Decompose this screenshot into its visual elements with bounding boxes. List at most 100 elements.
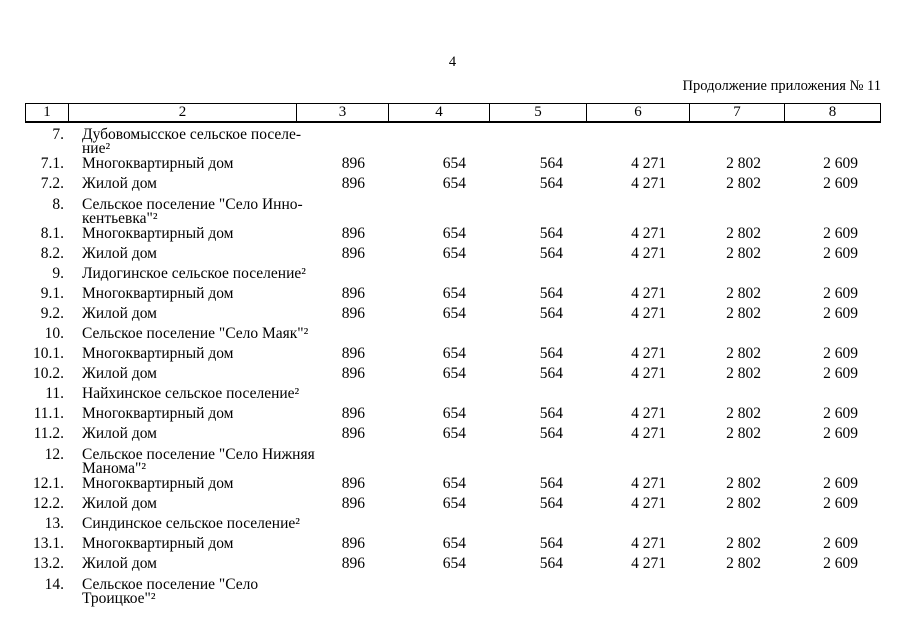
table-row: 7.1. Многоквартирный дом 896 654 564 4 2… [25, 154, 881, 174]
row-value-col8 [785, 124, 882, 154]
row-value-col3 [297, 384, 389, 404]
row-value-col6: 4 271 [631, 365, 666, 382]
row-value-col3: 896 [341, 285, 365, 302]
row-name: Жилой дом [82, 555, 157, 572]
row-value-col8 [785, 444, 882, 474]
row-value-col8: 2 609 [823, 425, 858, 442]
row-value-col7 [690, 574, 785, 604]
table-row: 12.2. Жилой дом 896 654 564 4 271 2 802 … [25, 494, 881, 514]
row-value-col4: 654 [442, 155, 466, 172]
row-value-col3: 896 [341, 175, 365, 192]
row-value-col8: 2 609 [823, 155, 858, 172]
row-value-col7: 2 802 [726, 495, 761, 512]
row-value-col6: 4 271 [631, 495, 666, 512]
row-name: Многоквартирный дом [82, 475, 234, 492]
row-number: 11.2. [33, 425, 64, 442]
row-number: 12. [44, 446, 64, 463]
table-row: 12.1. Многоквартирный дом 896 654 564 4 … [25, 474, 881, 494]
row-value-col7: 2 802 [726, 475, 761, 492]
row-value-col7: 2 802 [726, 365, 761, 382]
row-value-col7: 2 802 [726, 245, 761, 262]
row-value-col4 [389, 574, 490, 604]
table-row: 13. Синдинское сельское поселение² [25, 514, 881, 534]
row-value-col5 [490, 514, 587, 534]
row-value-col7 [690, 514, 785, 534]
row-value-col4 [389, 264, 490, 284]
row-value-col6 [587, 194, 690, 224]
row-number: 11. [45, 385, 64, 402]
row-value-col5: 564 [539, 285, 563, 302]
row-value-col4 [389, 384, 490, 404]
table-row: 7.2. Жилой дом 896 654 564 4 271 2 802 2… [25, 174, 881, 194]
row-number: 7.2. [40, 175, 64, 192]
row-name: Сельское поселение "Село Нижняя Манома"² [82, 446, 315, 477]
row-value-col6: 4 271 [631, 555, 666, 572]
row-value-col4: 654 [442, 475, 466, 492]
table-row: 12. Сельское поселение "Село Нижняя Мано… [25, 444, 882, 477]
row-value-col7: 2 802 [726, 225, 761, 242]
row-number: 10.2. [33, 365, 64, 382]
row-number: 8.2. [40, 245, 64, 262]
table-row: 7. Дубовомысское сельское поселе- ние² [25, 124, 882, 156]
row-value-col6: 4 271 [631, 305, 666, 322]
row-value-col6 [587, 444, 690, 474]
continuation-note: Продолжение приложения № 11 [682, 78, 881, 94]
table-row: 8.1. Многоквартирный дом 896 654 564 4 2… [25, 224, 881, 244]
row-value-col5: 564 [539, 345, 563, 362]
table-row: 8. Сельское поселение "Село Инно- кентье… [25, 194, 881, 227]
table-row: 9.2. Жилой дом 896 654 564 4 271 2 802 2… [25, 304, 881, 324]
row-value-col4 [389, 324, 490, 344]
row-value-col6 [587, 384, 690, 404]
row-value-col8: 2 609 [823, 475, 858, 492]
row-value-col8: 2 609 [823, 345, 858, 362]
column-number-5: 5 [490, 104, 587, 121]
row-number: 9.1. [40, 285, 64, 302]
row-value-col5 [490, 444, 587, 474]
row-value-col4 [389, 514, 490, 534]
table-row: 11.2. Жилой дом 896 654 564 4 271 2 802 … [25, 424, 881, 444]
row-value-col4 [389, 444, 490, 474]
table-row: 9.1. Многоквартирный дом 896 654 564 4 2… [25, 284, 881, 304]
row-number: 13.1. [33, 535, 64, 552]
row-name: Жилой дом [82, 245, 157, 262]
row-value-col3: 896 [341, 475, 365, 492]
row-value-col7: 2 802 [726, 425, 761, 442]
row-value-col5: 564 [539, 555, 563, 572]
row-value-col8: 2 609 [823, 495, 858, 512]
row-name: Многоквартирный дом [82, 345, 234, 362]
row-number: 9. [52, 265, 64, 282]
row-value-col5: 564 [539, 535, 563, 552]
row-value-col3: 896 [341, 245, 365, 262]
row-value-col5: 564 [539, 495, 563, 512]
row-value-col6 [587, 514, 690, 534]
row-value-col3: 896 [341, 535, 365, 552]
row-name: Жилой дом [82, 175, 157, 192]
row-number: 13. [44, 515, 64, 532]
row-value-col8 [785, 384, 882, 404]
row-value-col8: 2 609 [823, 305, 858, 322]
column-number-4: 4 [389, 104, 490, 121]
row-number: 10.1. [33, 345, 64, 362]
page-number: 4 [448, 54, 457, 70]
row-value-col5: 564 [539, 245, 563, 262]
row-name: Многоквартирный дом [82, 405, 234, 422]
row-value-col5: 564 [539, 225, 563, 242]
row-value-col7 [690, 324, 785, 344]
row-name: Жилой дом [82, 365, 157, 382]
row-value-col6: 4 271 [631, 155, 666, 172]
row-value-col4: 654 [442, 535, 466, 552]
row-name: Лидогинское сельское поселение² [82, 265, 306, 282]
row-number: 7. [52, 126, 64, 143]
row-value-col8 [785, 574, 882, 604]
row-number: 9.2. [40, 305, 64, 322]
row-value-col5 [490, 384, 587, 404]
row-number: 10. [44, 325, 64, 342]
row-value-col4: 654 [442, 555, 466, 572]
row-value-col6 [587, 124, 690, 154]
row-value-col6: 4 271 [631, 245, 666, 262]
row-value-col4: 654 [442, 245, 466, 262]
row-value-col8: 2 609 [823, 555, 858, 572]
row-name: Сельское поселение "Село Инно- кентьевка… [82, 196, 303, 227]
row-value-col3 [297, 574, 389, 604]
